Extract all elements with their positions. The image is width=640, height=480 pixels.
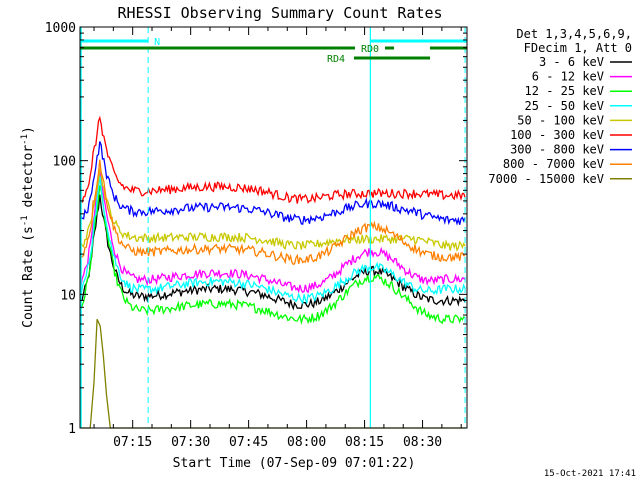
x-tick-label: 08:00 xyxy=(287,435,326,450)
y-axis-label: Count Rate (s-1 detector-1) xyxy=(20,126,36,328)
x-tick-label: 07:45 xyxy=(229,435,268,450)
y-tick-label: 100 xyxy=(53,155,76,170)
legend-entry-label: 7000 - 15000 keV xyxy=(488,172,604,186)
series-line xyxy=(80,319,466,429)
legend-entry-label: 300 - 800 keV xyxy=(510,143,604,157)
chart-title: RHESSI Observing Summary Count Rates xyxy=(117,4,442,22)
x-tick-label: 08:30 xyxy=(403,435,442,450)
x-axis: 07:15 07:30 07:45 08:00 08:15 08:30 xyxy=(93,27,462,450)
y-tick-label: 1 xyxy=(68,422,76,437)
series-line xyxy=(80,185,466,325)
series-line xyxy=(80,175,466,306)
plot-frame xyxy=(79,26,468,429)
y-tick-label: 10 xyxy=(60,288,76,303)
timestamp: 15-Oct-2021 17:41 xyxy=(544,469,636,479)
x-axis-label: Start Time (07-Sep-09 07:01:22) xyxy=(173,456,416,471)
night-flag-label: N xyxy=(154,37,160,48)
series-line xyxy=(80,172,466,294)
legend-entry-label: 12 - 25 keV xyxy=(525,84,604,98)
series-line xyxy=(80,159,466,266)
status-flags: N RD0 RD4 xyxy=(80,27,467,428)
x-tick-label: 08:15 xyxy=(345,435,384,450)
series-line xyxy=(80,115,466,204)
legend-entry-label: 50 - 100 keV xyxy=(517,113,604,127)
rd4-flag-label: RD4 xyxy=(327,54,345,65)
y-tick-label: 1000 xyxy=(45,21,76,36)
x-tick-label: 07:30 xyxy=(171,435,210,450)
legend-entry-label: 25 - 50 keV xyxy=(525,99,604,113)
legend-entry-label: 3 - 6 keV xyxy=(539,55,604,69)
legend-entry-label: 800 - 7000 keV xyxy=(503,157,604,171)
rd0-flag-label: RD0 xyxy=(361,44,379,55)
legend-header: FDecim 1, Att 0 xyxy=(524,41,632,55)
legend-header: Det 1,3,4,5,6,9, xyxy=(516,27,632,41)
legend: Det 1,3,4,5,6,9,FDecim 1, Att 03 - 6 keV… xyxy=(488,27,632,186)
y-axis: 1 10 100 1000 xyxy=(45,21,467,437)
legend-entry-label: 100 - 300 keV xyxy=(510,128,604,142)
legend-entry-label: 6 - 12 keV xyxy=(532,70,604,84)
plot-area xyxy=(80,115,466,429)
series-line xyxy=(80,141,466,226)
x-tick-label: 07:15 xyxy=(113,435,152,450)
